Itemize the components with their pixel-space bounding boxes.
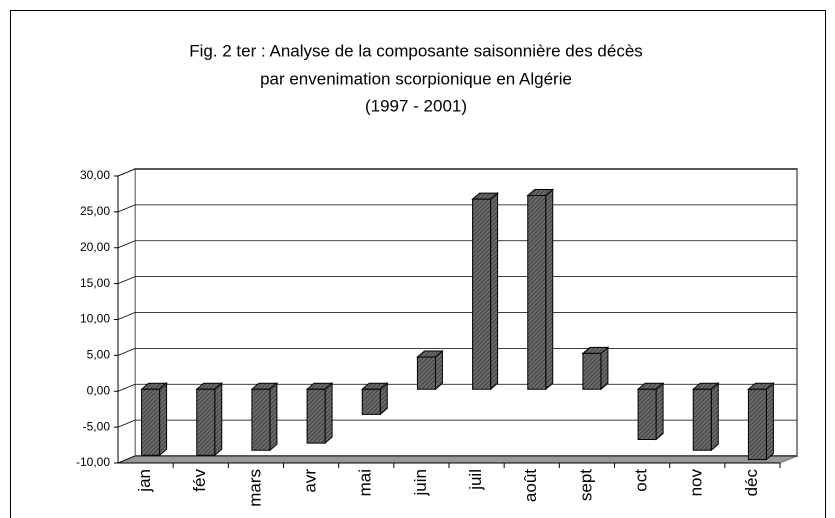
bar-front	[637, 388, 657, 440]
bar-front	[141, 388, 161, 456]
chart-title: (1997 - 2001)	[365, 96, 467, 115]
bar-side	[159, 382, 168, 457]
bar-side	[324, 382, 333, 445]
bar-side	[214, 382, 223, 457]
bar-front	[692, 388, 712, 451]
x-tick-label: déc	[742, 469, 761, 497]
bar	[636, 382, 665, 441]
y-tick-label: 25,00	[80, 204, 110, 218]
bar-front	[196, 388, 216, 456]
x-tick-label: juin	[411, 469, 430, 496]
bar	[416, 349, 444, 391]
bar-front	[747, 388, 767, 461]
y-tick-label: 30,00	[80, 168, 110, 182]
bar-front	[361, 388, 381, 415]
chart-title: par envenimation scorpionique en Algérie	[260, 69, 572, 88]
grid-line	[117, 347, 797, 356]
bar-side	[600, 346, 609, 391]
x-tick-label: oct	[632, 469, 651, 492]
bar	[195, 382, 224, 457]
bar	[581, 346, 610, 391]
x-tick-label: mars	[245, 469, 264, 507]
x-tick-label: nov	[687, 469, 706, 497]
bar-front	[251, 388, 271, 451]
bar-front	[472, 198, 492, 390]
bar	[747, 382, 775, 461]
bar	[250, 382, 279, 452]
grid-line	[117, 455, 797, 464]
bar	[305, 382, 334, 445]
chart-title: Fig. 2 ter : Analyse de la composante sa…	[189, 41, 643, 60]
bar-front	[527, 195, 547, 390]
grid-line	[117, 240, 797, 249]
grid-line	[117, 204, 797, 213]
grid-line	[117, 276, 797, 284]
x-tick-label: avr	[301, 469, 320, 493]
x-tick-label: août	[521, 469, 540, 502]
grid-line	[117, 312, 797, 320]
x-tick-label: juil	[466, 469, 485, 491]
bar-side	[710, 382, 719, 452]
bar	[691, 382, 720, 452]
x-tick-label: fév	[190, 469, 209, 492]
grid-line	[117, 168, 797, 177]
y-tick-label: -10,00	[76, 455, 110, 469]
x-tick-label: sept	[576, 469, 595, 501]
x-tick-label: mai	[356, 469, 375, 496]
bar-front	[582, 352, 602, 390]
grid-line	[117, 383, 797, 392]
x-tick-label: jan	[135, 469, 154, 493]
y-tick-label: -5,00	[83, 419, 111, 433]
bar	[471, 192, 499, 391]
bar-side	[269, 382, 278, 452]
bar	[526, 188, 555, 391]
y-tick-label: 20,00	[80, 240, 110, 254]
floor	[117, 455, 798, 464]
bar-front	[306, 388, 326, 444]
y-tick-label: 15,00	[80, 276, 110, 290]
y-tick-label: 10,00	[80, 312, 110, 326]
bar-side	[655, 382, 664, 441]
grid-line	[117, 419, 797, 428]
bar	[360, 382, 389, 416]
bar-side	[490, 192, 499, 391]
bar-side	[765, 382, 774, 461]
bar-side	[545, 188, 554, 391]
y-tick-label: 5,00	[87, 348, 111, 362]
y-tick-label: 0,00	[87, 383, 111, 397]
bar-front	[416, 356, 436, 390]
bar	[140, 382, 168, 457]
